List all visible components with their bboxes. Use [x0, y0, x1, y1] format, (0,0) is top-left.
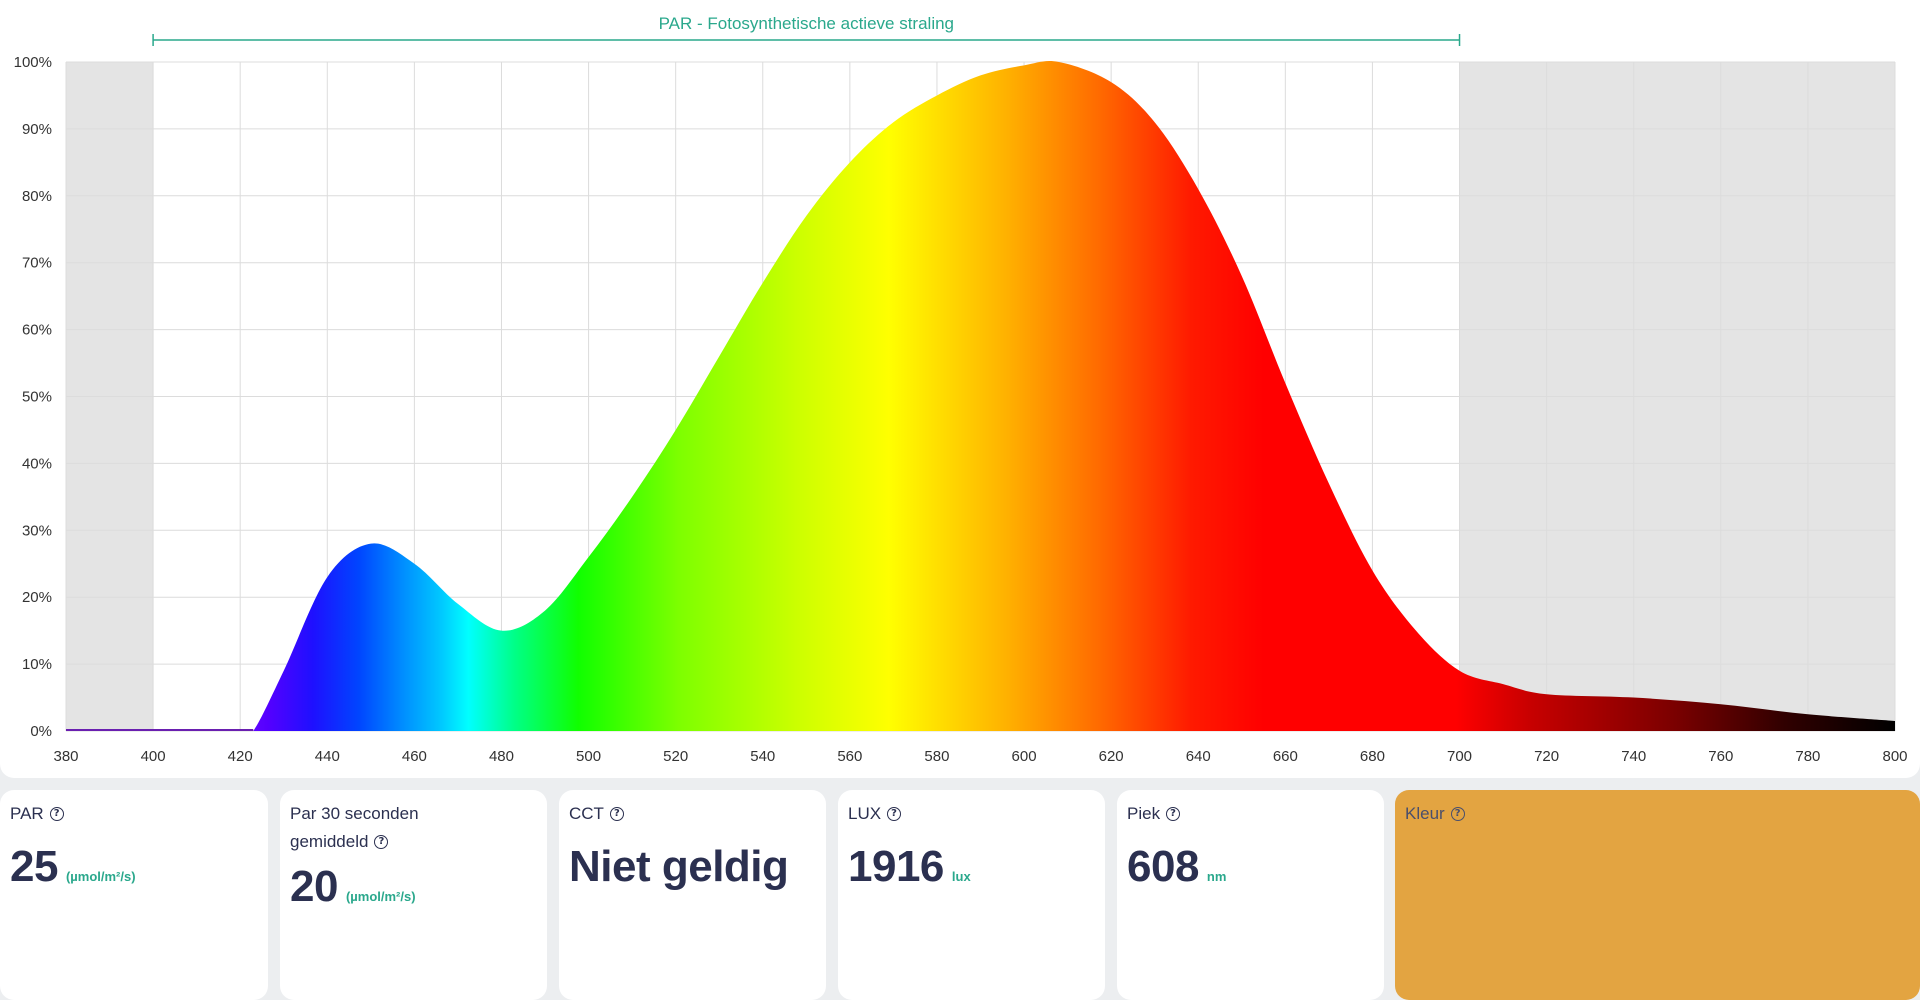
lux-label: LUX [848, 804, 882, 823]
cct-value-row: Niet geldig [569, 842, 816, 892]
x-tick-label: 400 [141, 748, 166, 765]
par30-card: Par 30 seconden gemiddeld? 20 (µmol/m²/s) [280, 790, 547, 1000]
x-tick-label: 620 [1099, 748, 1124, 765]
cct-card: CCT? Niet geldig [559, 790, 826, 1000]
par-value-row: 25 (µmol/m²/s) [10, 842, 258, 892]
x-tick-label: 540 [750, 748, 775, 765]
chart-title: PAR - Fotosynthetische actieve straling [659, 14, 954, 33]
y-tick-label: 20% [22, 589, 52, 606]
x-tick-label: 440 [315, 748, 340, 765]
help-circle-icon[interactable]: ? [887, 807, 902, 821]
x-tick-label: 740 [1621, 748, 1646, 765]
cct-label: CCT [569, 804, 604, 823]
x-tick-label: 720 [1534, 748, 1559, 765]
help-circle-icon[interactable]: ? [49, 807, 64, 821]
par-label: PAR [10, 804, 44, 823]
y-tick-label: 90% [22, 121, 52, 138]
x-tick-label: 800 [1882, 748, 1907, 765]
x-tick-label: 660 [1273, 748, 1298, 765]
y-tick-label: 70% [22, 255, 52, 272]
help-circle-icon[interactable]: ? [1450, 807, 1465, 821]
par30-value-row: 20 (µmol/m²/s) [290, 862, 537, 912]
par30-unit: (µmol/m²/s) [345, 889, 416, 904]
spectrum-chart-panel: 0% 10% 20% 30% 40% 50% 60% 70% 80% 90% 100% 380 400… [0, 0, 1920, 778]
x-tick-label: 600 [1012, 748, 1037, 765]
peak-label: Piek [1127, 804, 1161, 823]
lux-unit: lux [951, 869, 971, 884]
y-tick-label: 10% [22, 656, 52, 673]
y-tick-label: 80% [22, 188, 52, 205]
y-tick-label: 60% [22, 322, 52, 339]
peak-value-row: 608 nm [1127, 842, 1374, 892]
x-tick-label: 460 [402, 748, 427, 765]
x-tick-label: 560 [837, 748, 862, 765]
help-circle-icon[interactable]: ? [1166, 807, 1181, 821]
y-tick-label: 100% [14, 54, 52, 71]
peak-value: 608 [1127, 842, 1199, 891]
cct-value: Niet geldig [569, 842, 789, 891]
x-tick-label: 780 [1795, 748, 1820, 765]
x-tick-label: 700 [1447, 748, 1472, 765]
par-card: PAR? 25 (µmol/m²/s) [0, 790, 268, 1000]
x-tick-label: 760 [1708, 748, 1733, 765]
color-card: Kleur? [1395, 790, 1920, 1000]
par-unit: (µmol/m²/s) [65, 869, 136, 884]
help-circle-icon[interactable]: ? [609, 807, 624, 821]
x-tick-label: 380 [53, 748, 78, 765]
y-tick-label: 0% [30, 723, 52, 740]
color-label: Kleur [1405, 804, 1445, 823]
par-value: 25 [10, 842, 58, 891]
x-tick-label: 580 [924, 748, 949, 765]
x-tick-label: 680 [1360, 748, 1385, 765]
help-circle-icon[interactable]: ? [374, 835, 389, 849]
x-tick-label: 480 [489, 748, 514, 765]
x-tick-label: 520 [663, 748, 688, 765]
lux-value: 1916 [848, 842, 944, 891]
x-tick-label: 500 [576, 748, 601, 765]
par30-label-block: Par 30 seconden gemiddeld? [290, 800, 537, 856]
metrics-cards: PAR? 25 (µmol/m²/s) Par 30 seconden gemid… [0, 790, 1920, 1000]
x-tick-label: 420 [228, 748, 253, 765]
spectrum-area [66, 61, 1895, 731]
y-tick-label: 30% [22, 522, 52, 539]
lux-card: LUX? 1916 lux [838, 790, 1105, 1000]
peak-unit: nm [1206, 869, 1227, 884]
par30-label-line1: Par 30 seconden [290, 804, 419, 823]
lux-value-row: 1916 lux [848, 842, 1095, 892]
par30-value: 20 [290, 862, 338, 911]
y-tick-label: 40% [22, 455, 52, 472]
peak-card: Piek? 608 nm [1117, 790, 1384, 1000]
y-tick-label: 50% [22, 389, 52, 406]
spectrum-chart: 0% 10% 20% 30% 40% 50% 60% 70% 80% 90% 100% 380 400… [14, 14, 1908, 765]
par30-label-line2: gemiddeld [290, 832, 369, 851]
x-tick-label: 640 [1186, 748, 1211, 765]
